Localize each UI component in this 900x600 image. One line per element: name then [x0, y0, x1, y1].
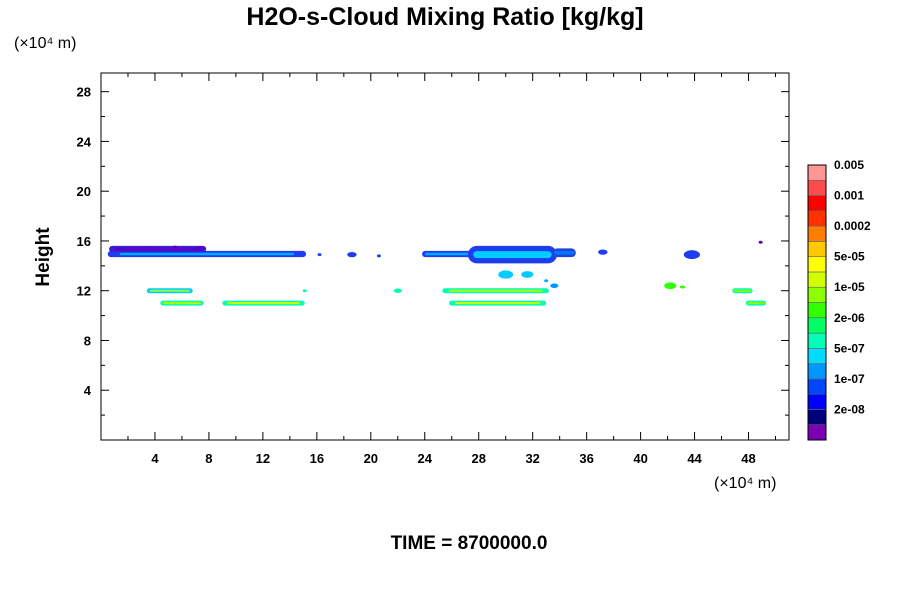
y-tick-label: 12	[77, 284, 91, 299]
cloud-blob-4	[683, 250, 700, 260]
cloud-blob-7	[521, 271, 534, 278]
colorbar-label: 1e-07	[834, 372, 865, 386]
chart-title: H2O-s-Cloud Mixing Ratio [kg/kg]	[246, 3, 643, 31]
cloud-core-lower-band-4	[448, 289, 543, 292]
colorbar-swatch	[807, 256, 827, 273]
colorbar-swatch	[807, 302, 827, 319]
y-tick-label: 24	[77, 134, 92, 149]
y-tick-label: 16	[77, 234, 91, 249]
colorbar-swatch	[807, 393, 827, 410]
colorbar-swatch	[807, 348, 827, 364]
plot-regions	[107, 245, 767, 306]
colorbar-label: 2e-08	[834, 402, 865, 416]
cloud-blob-6	[498, 270, 514, 279]
colorbar-swatch	[807, 286, 827, 303]
colorbar: 2e-08 1e-07 5e-07 2e-06 1e-05 5e-05 0.0002 0.00…	[807, 158, 871, 441]
cloud-blob-15	[145, 246, 151, 250]
plot-blobs	[145, 240, 763, 293]
colorbar-swatch	[807, 424, 827, 441]
cloud-core-lower-band-2	[162, 302, 201, 305]
cloud-core-lower-band-1	[149, 289, 190, 292]
y-unit-note: (×10⁴ m)	[14, 35, 76, 52]
x-tick-label: 36	[579, 451, 593, 466]
colorbar-label: 0.0002	[834, 219, 871, 233]
colorbar-label: 5e-05	[834, 250, 865, 264]
colorbar-swatch	[807, 225, 827, 242]
y-axis-label: Height	[33, 227, 54, 287]
colorbar-swatch	[807, 332, 827, 349]
cloud-blob-16	[172, 245, 178, 249]
colorbar-swatch	[807, 363, 827, 380]
cloud-blob-13	[679, 285, 686, 289]
cloud-blob-11	[302, 289, 307, 293]
colorbar-swatch	[807, 164, 827, 181]
cloud-blob-5	[758, 240, 763, 244]
x-tick-label: 24	[418, 451, 433, 466]
y-tick-labels: 4 8 12 16 20 24 28	[77, 85, 92, 399]
cloud-blob-14	[195, 246, 204, 251]
axis-ticks	[101, 73, 789, 440]
colorbar-swatch	[807, 317, 827, 334]
cloud-core-upper-layer-east	[554, 251, 575, 255]
colorbar-swatch	[807, 271, 827, 288]
x-tick-label: 8	[205, 451, 212, 466]
cloud-core-upper-layer-west	[119, 252, 295, 256]
colorbar-label: 0.001	[834, 189, 864, 203]
cloud-core-lower-band-5	[454, 302, 541, 305]
x-tick-label: 16	[310, 451, 324, 466]
cloud-blob-8	[550, 283, 559, 288]
y-tick-label: 8	[84, 333, 91, 348]
colorbar-label: 0.005	[834, 158, 864, 172]
cloud-core-lower-band-3	[227, 302, 300, 305]
x-tick-label: 40	[633, 451, 647, 466]
cloud-blob-3	[598, 249, 608, 255]
cloud-blob-1	[347, 252, 357, 258]
colorbar-label: 2e-06	[834, 311, 865, 325]
x-tick-label: 4	[151, 451, 159, 466]
colorbar-swatch	[807, 179, 827, 196]
x-tick-label: 32	[525, 451, 539, 466]
cloud-blob-0	[317, 253, 322, 257]
cloud-core-upper-layer-mid	[425, 252, 469, 256]
colorbar-swatch	[807, 378, 827, 395]
colorbar-label: 5e-07	[834, 341, 865, 355]
cloud-blob-2	[376, 254, 381, 258]
plot-frame	[100, 72, 790, 441]
colorbar-swatch	[807, 409, 827, 426]
colorbar-frame	[807, 164, 827, 441]
x-tick-label: 12	[256, 451, 270, 466]
x-tick-label: 44	[687, 451, 702, 466]
time-footer: TIME = 8700000.0	[391, 533, 548, 554]
colorbar-label: 1e-05	[834, 280, 865, 294]
cloud-core-lower-band-7	[747, 302, 765, 305]
colorbar-swatch	[807, 241, 827, 257]
cloud-core-lower-band-6	[733, 289, 752, 292]
x-tick-label: 28	[471, 451, 485, 466]
x-tick-label: 20	[364, 451, 378, 466]
cloud-blob-10	[393, 288, 402, 293]
cloud-core-upper-layer-west-top	[114, 247, 201, 251]
y-tick-label: 28	[77, 85, 91, 100]
y-tick-label: 20	[77, 184, 91, 199]
x-unit-note: (×10⁴ m)	[714, 475, 776, 492]
y-tick-label: 4	[84, 383, 92, 398]
cloud-blob-9	[544, 279, 549, 283]
x-tick-label: 48	[741, 451, 755, 466]
colorbar-swatch	[807, 195, 827, 212]
cloud-blob-12	[664, 282, 677, 290]
cloud-core-upper-layer-center	[473, 251, 552, 259]
x-tick-labels: 4 8 12 16 20 24 28 32 36 40 44 48	[151, 451, 755, 466]
colorbar-swatch	[807, 210, 827, 227]
